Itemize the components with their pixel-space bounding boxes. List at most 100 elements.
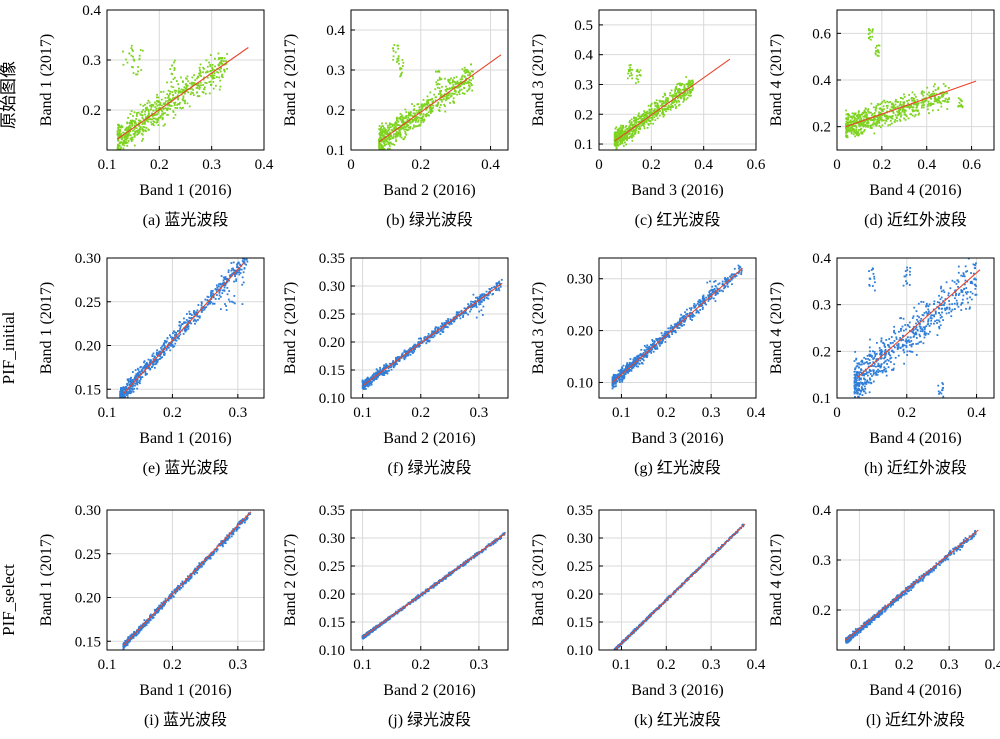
data-point: [678, 100, 680, 103]
data-point: [388, 135, 391, 138]
data-point: [404, 136, 407, 138]
data-point: [225, 282, 228, 284]
data-point: [196, 84, 199, 87]
data-point: [940, 95, 943, 98]
data-point: [384, 371, 387, 374]
data-point: [870, 119, 873, 121]
data-point: [210, 291, 212, 294]
data-point: [405, 125, 408, 128]
data-point: [449, 81, 451, 84]
data-point: [636, 125, 639, 128]
data-point: [850, 115, 852, 118]
data-point: [410, 114, 413, 117]
data-point: [724, 277, 726, 279]
data-point: [437, 93, 440, 96]
data-point: [404, 108, 407, 111]
data-point: [861, 131, 864, 134]
data-point: [162, 344, 165, 347]
data-point: [117, 147, 119, 150]
data-point: [846, 124, 849, 126]
data-point: [156, 113, 159, 116]
data-point: [695, 311, 698, 314]
data-point: [708, 298, 710, 301]
data-point: [702, 299, 705, 301]
data-point: [393, 364, 396, 367]
data-point: [165, 100, 167, 103]
data-point: [378, 128, 381, 131]
data-point: [151, 112, 153, 115]
data-point: [378, 370, 381, 373]
data-point: [881, 100, 884, 103]
data-point: [913, 93, 916, 96]
data-point: [177, 103, 180, 105]
data-point: [637, 354, 640, 357]
data-point: [883, 99, 886, 102]
data-point: [123, 395, 126, 398]
data-point: [858, 129, 860, 131]
data-point: [151, 355, 154, 358]
data-point: [197, 82, 200, 85]
data-point: [193, 318, 196, 321]
data-point: [444, 77, 446, 80]
data-point: [426, 113, 428, 115]
data-point: [151, 366, 153, 369]
data-point: [427, 101, 430, 103]
data-point: [688, 79, 691, 82]
data-point: [859, 128, 862, 131]
data-point: [851, 117, 854, 120]
data-point: [628, 132, 631, 135]
data-point: [638, 354, 641, 357]
data-point: [427, 333, 430, 335]
data-point: [179, 91, 181, 94]
data-point: [612, 377, 614, 380]
data-point: [674, 107, 677, 110]
data-point: [861, 122, 864, 125]
data-point: [721, 282, 724, 285]
data-point: [469, 72, 471, 75]
data-point: [144, 122, 146, 125]
data-point: [454, 89, 457, 92]
data-point: [126, 122, 129, 125]
data-point: [615, 379, 618, 382]
data-point: [400, 120, 403, 123]
data-point: [131, 124, 134, 126]
data-point: [415, 119, 418, 122]
data-point: [479, 294, 482, 296]
data-point: [121, 126, 124, 128]
data-point: [460, 76, 463, 79]
data-point: [612, 375, 615, 378]
data-point: [117, 139, 119, 142]
data-point: [627, 365, 630, 367]
data-point: [211, 77, 214, 80]
data-point: [169, 349, 172, 352]
data-point: [876, 118, 879, 121]
data-point: [857, 120, 860, 123]
data-point: [619, 375, 622, 378]
data-point: [677, 321, 679, 324]
data-point: [123, 144, 126, 147]
data-point: [422, 121, 425, 123]
data-point: [162, 347, 165, 350]
data-point: [403, 356, 406, 359]
data-point: [737, 264, 740, 267]
data-point: [694, 305, 697, 308]
data-point: [375, 371, 378, 374]
data-point: [661, 107, 664, 110]
data-point: [185, 77, 187, 80]
data-point: [940, 105, 943, 108]
data-point: [404, 116, 407, 119]
data-point: [674, 331, 677, 334]
data-point: [131, 65, 133, 68]
data-point: [696, 302, 699, 305]
data-point: [197, 304, 200, 306]
data-point: [714, 289, 717, 292]
panel-caption: (e) 蓝光波段: [143, 459, 229, 477]
data-point: [728, 280, 731, 283]
data-point: [188, 310, 191, 313]
data-point: [650, 102, 653, 105]
x-tick-label: 0.3: [470, 405, 489, 421]
data-point: [209, 301, 211, 304]
data-point: [402, 116, 404, 119]
data-point: [429, 336, 431, 339]
data-point: [178, 329, 181, 332]
